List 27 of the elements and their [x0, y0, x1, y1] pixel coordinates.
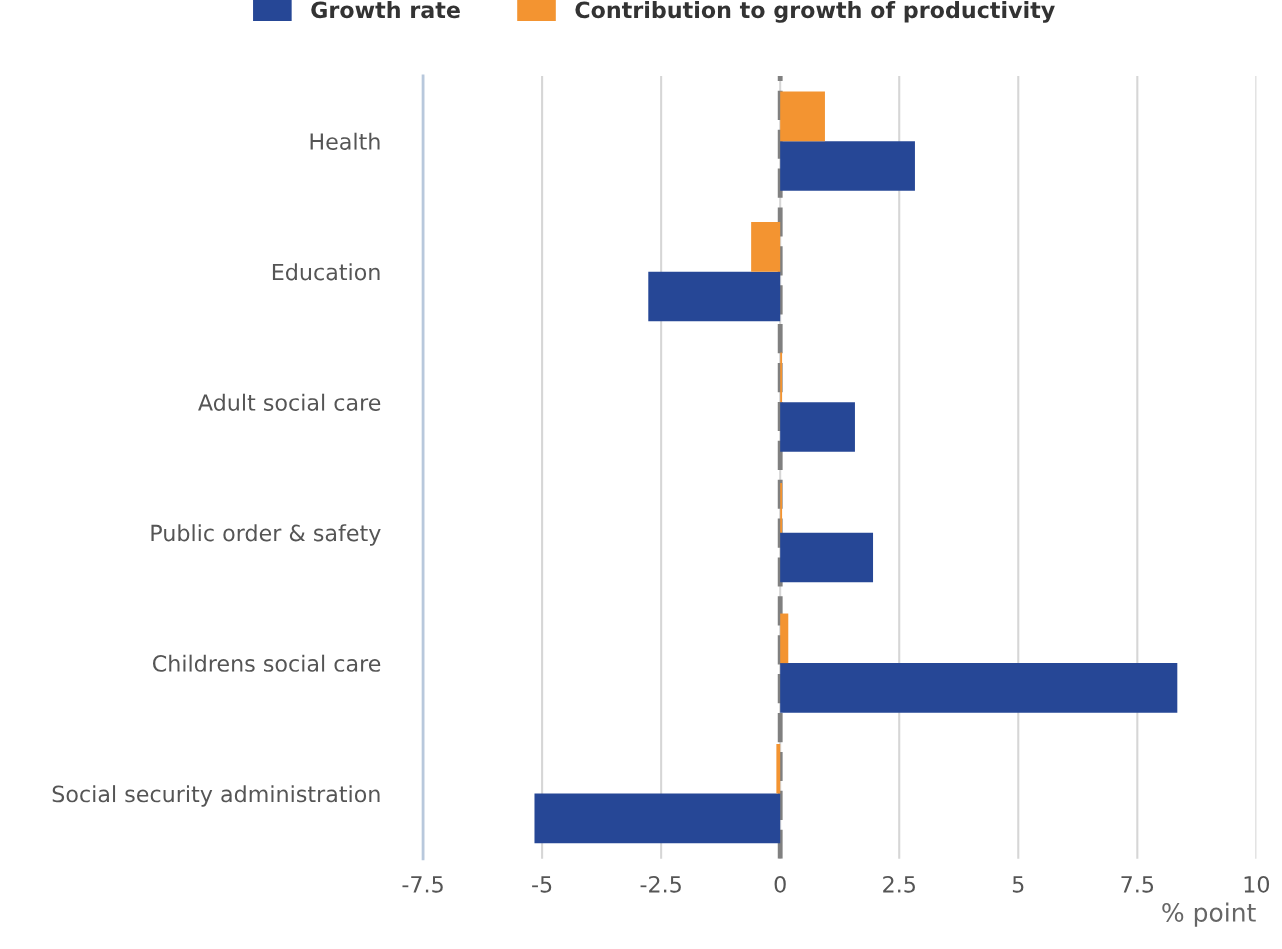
bar — [780, 663, 1178, 713]
y-tick-label: Health — [310, 132, 380, 150]
y-tick-label: Public order & safety — [151, 524, 381, 546]
y-tick-label: Childrens social care — [152, 654, 381, 672]
legend-label: Growth rate — [311, 1, 460, 19]
x-tick-label: 7.5 — [1121, 876, 1154, 893]
bar — [780, 532, 874, 583]
bar — [780, 91, 825, 142]
x-tick-label: -2.5 — [640, 875, 681, 893]
y-tick-label: Adult social care — [198, 393, 381, 411]
legend-label: Contribution to growth of productivity — [575, 1, 1055, 23]
bar — [751, 222, 781, 272]
bar — [780, 613, 789, 664]
x-axis-title: % point — [1162, 902, 1256, 927]
x-tick-label: 0 — [774, 875, 786, 893]
x-tick-label: 2.5 — [883, 875, 915, 893]
bar — [534, 793, 781, 844]
x-tick-label: -5 — [532, 876, 552, 893]
bar — [780, 402, 855, 452]
y-tick-label: Education — [272, 263, 380, 281]
bar — [648, 271, 781, 322]
y-tick-label: Social security administration — [52, 785, 380, 807]
x-tick-label: 10 — [1244, 875, 1270, 893]
x-tick-label: 5 — [1012, 876, 1024, 893]
bar — [780, 141, 915, 191]
x-tick-label: -7.5 — [402, 876, 443, 893]
bar — [776, 744, 781, 794]
